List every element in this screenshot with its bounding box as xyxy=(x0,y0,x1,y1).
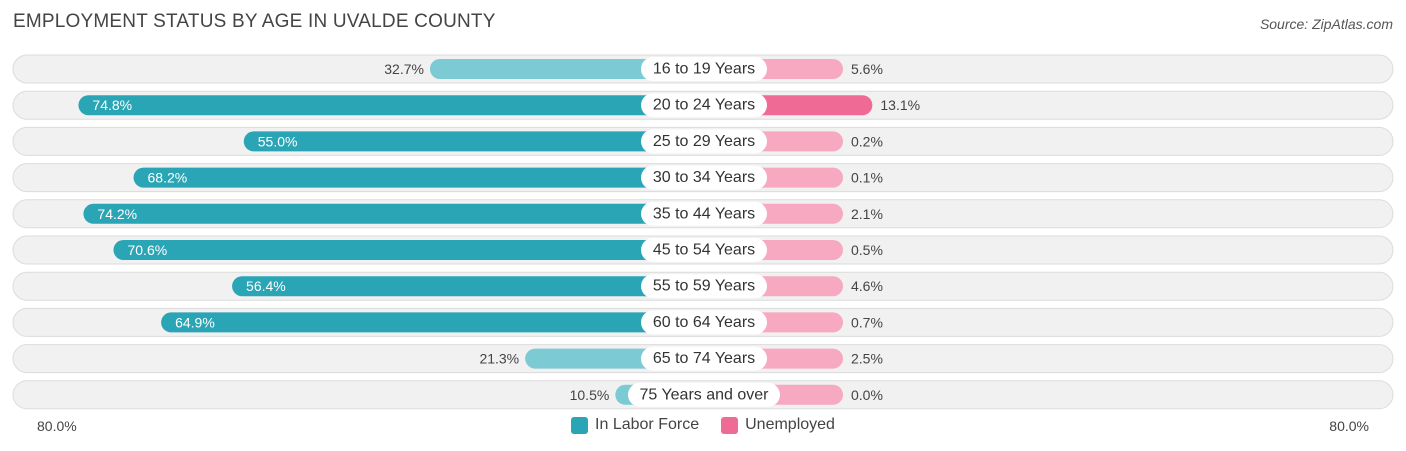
labor-value-label: 68.2% xyxy=(148,170,188,186)
legend-item-unemployed: Unemployed xyxy=(721,416,835,434)
category-pill xyxy=(641,57,767,81)
category-label: 35 to 44 Years xyxy=(653,205,755,222)
unemployed-value-label: 0.0% xyxy=(851,387,883,403)
chart-title: EMPLOYMENT STATUS BY AGE IN UVALDE COUNT… xyxy=(13,11,496,32)
labor-value-label: 21.3% xyxy=(479,351,519,367)
labor-value-label: 64.9% xyxy=(175,314,215,330)
category-pill xyxy=(641,129,767,154)
legend: In Labor Force Unemployed xyxy=(0,416,1406,434)
category-label: 16 to 19 Years xyxy=(653,61,755,78)
category-label: 30 to 34 Years xyxy=(653,169,755,186)
labor-bar xyxy=(243,131,703,152)
labor-value-label: 32.7% xyxy=(384,61,424,77)
category-pill xyxy=(628,382,780,407)
labor-value-label: 10.5% xyxy=(570,387,610,403)
category-label: 20 to 24 Years xyxy=(653,97,755,114)
labor-value-label: 56.4% xyxy=(246,278,286,294)
legend-item-labor: In Labor Force xyxy=(571,416,699,434)
unemployed-value-label: 2.5% xyxy=(851,351,883,367)
labor-bar xyxy=(161,312,703,333)
labor-value-label: 74.2% xyxy=(97,206,137,222)
labor-bar xyxy=(429,59,703,79)
legend-swatch-unemployed xyxy=(721,416,739,434)
category-pill xyxy=(641,201,767,226)
category-pill xyxy=(641,238,767,262)
category-label: 45 to 54 Years xyxy=(653,242,755,259)
labor-value-label: 70.6% xyxy=(127,242,167,258)
labor-value-label: 55.0% xyxy=(258,133,298,149)
labor-value-label: 74.8% xyxy=(92,97,132,113)
labor-bar xyxy=(232,276,703,297)
legend-swatch-labor xyxy=(571,416,589,434)
unemployed-value-label: 13.1% xyxy=(880,97,920,113)
labor-bar xyxy=(78,95,704,116)
category-label: 65 to 74 Years xyxy=(653,350,755,367)
unemployed-value-label: 0.2% xyxy=(851,133,883,149)
category-pill xyxy=(641,274,767,299)
axis-right-label: 80.0% xyxy=(1329,418,1369,434)
category-label: 25 to 29 Years xyxy=(653,133,755,150)
unemployed-value-label: 2.1% xyxy=(851,206,883,222)
unemployed-value-label: 0.7% xyxy=(851,314,883,330)
unemployed-value-label: 5.6% xyxy=(851,61,883,77)
category-label: 55 to 59 Years xyxy=(653,278,755,295)
unemployed-value-label: 0.1% xyxy=(851,170,883,186)
legend-label-unemployed: Unemployed xyxy=(745,416,835,433)
source-label: Source: ZipAtlas.com xyxy=(1259,16,1393,32)
category-pill xyxy=(641,165,767,190)
axis-left-label: 80.0% xyxy=(37,418,77,434)
labor-bar xyxy=(133,167,703,188)
unemployed-value-label: 0.5% xyxy=(851,242,883,258)
category-pill xyxy=(641,310,767,335)
category-pill xyxy=(641,346,767,371)
category-pill xyxy=(641,93,767,118)
category-label: 60 to 64 Years xyxy=(653,314,755,331)
unemployed-value-label: 4.6% xyxy=(851,278,883,294)
labor-bar xyxy=(83,203,704,224)
labor-bar xyxy=(113,240,704,260)
category-label: 75 Years and over xyxy=(640,386,770,403)
legend-label-labor: In Labor Force xyxy=(595,416,700,433)
